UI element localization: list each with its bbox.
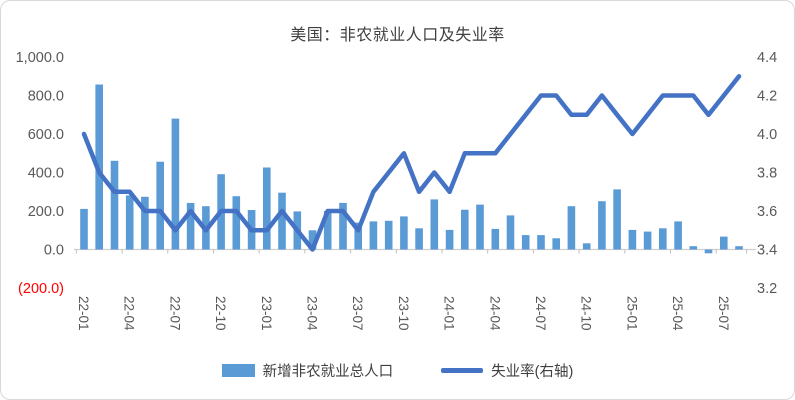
x-axis-tick-label: 24-01 (442, 296, 457, 331)
bar (369, 221, 378, 250)
bar (125, 195, 134, 250)
x-axis-tick-label: 23-07 (350, 296, 365, 331)
bar (445, 229, 454, 250)
x-axis-tick-label: 25-01 (624, 296, 639, 331)
bar (567, 206, 576, 250)
bar (186, 202, 195, 250)
legend-label-payrolls: 新增非农就业总人口 (262, 364, 394, 380)
bar (400, 216, 408, 250)
right-axis-tick-label: 4.2 (757, 89, 777, 105)
chart-title: 美国：非农就业人口及失业率 (290, 27, 505, 44)
x-axis-tick-label: 23-01 (259, 296, 274, 331)
right-axis-tick-label: 4.0 (757, 127, 777, 143)
bar (461, 209, 469, 250)
bar (80, 208, 88, 250)
bar (141, 196, 149, 250)
left-axis-tick-label: 600.0 (28, 127, 64, 143)
x-axis-tick-label: 25-07 (716, 296, 731, 331)
bar (552, 238, 560, 250)
bar (704, 249, 713, 254)
x-axis-tick-label: 22-04 (122, 296, 137, 331)
bar (156, 161, 164, 250)
left-axis-tick-label: 400.0 (28, 166, 64, 182)
right-axis-tick-label: 3.6 (757, 204, 777, 220)
bar (323, 211, 332, 250)
right-axis-tick-label: 3.4 (757, 243, 777, 259)
bar (598, 201, 606, 250)
x-axis-tick-label: 23-10 (396, 296, 411, 331)
bar (582, 243, 591, 250)
bar (476, 204, 484, 250)
x-axis-tick-label: 24-04 (487, 296, 502, 331)
legend-item-payrolls: 新增非农就业总人口 (221, 360, 394, 381)
left-axis-tick-label: 800.0 (28, 89, 64, 105)
bar (278, 192, 286, 250)
x-axis-tick-label: 22-10 (213, 296, 228, 331)
bar (384, 220, 393, 250)
x-axis-tick-label: 24-07 (533, 296, 548, 331)
unemployment-line-swatch-icon (441, 368, 484, 373)
left-axis-tick-label: 0.0 (44, 243, 64, 259)
left-axis-tick-label: (200.0) (18, 281, 64, 297)
bar (689, 246, 698, 250)
bar (110, 160, 119, 250)
x-axis-tick-label: 23-04 (305, 296, 320, 331)
payrolls-bar-swatch-icon (221, 364, 255, 377)
bar (232, 196, 241, 250)
bar (171, 118, 180, 250)
x-axis-tick-label: 22-07 (167, 296, 182, 331)
left-axis-tick-label: 1,000.0 (16, 50, 64, 66)
bar (674, 221, 682, 250)
bar (613, 189, 621, 250)
bar (537, 235, 545, 250)
bar (720, 236, 728, 250)
bar (521, 235, 530, 250)
chart-legend: 新增非农就业总人口 失业率(右轴) (1, 360, 794, 381)
bar (339, 202, 347, 250)
legend-label-unemployment: 失业率(右轴) (491, 364, 574, 380)
bar (308, 230, 317, 250)
bar (263, 167, 271, 250)
x-axis-tick-label: 25-04 (670, 296, 685, 331)
bar (735, 246, 743, 250)
right-axis-tick-label: 3.2 (757, 281, 777, 297)
bar (643, 231, 652, 250)
bar (354, 222, 362, 250)
right-axis-tick-label: 4.4 (757, 50, 777, 66)
legend-item-unemployment: 失业率(右轴) (441, 360, 573, 381)
x-axis-tick-label: 24-10 (579, 296, 594, 331)
bar (506, 215, 515, 250)
unemployment-line (81, 74, 742, 252)
bar (628, 229, 637, 250)
bar (415, 228, 423, 250)
x-axis-tick-label: 22-01 (76, 296, 91, 331)
right-axis-tick-label: 3.8 (757, 166, 777, 182)
bar (430, 199, 439, 250)
bar (659, 228, 667, 250)
left-axis-tick-label: 200.0 (28, 204, 64, 220)
bar (491, 228, 500, 250)
